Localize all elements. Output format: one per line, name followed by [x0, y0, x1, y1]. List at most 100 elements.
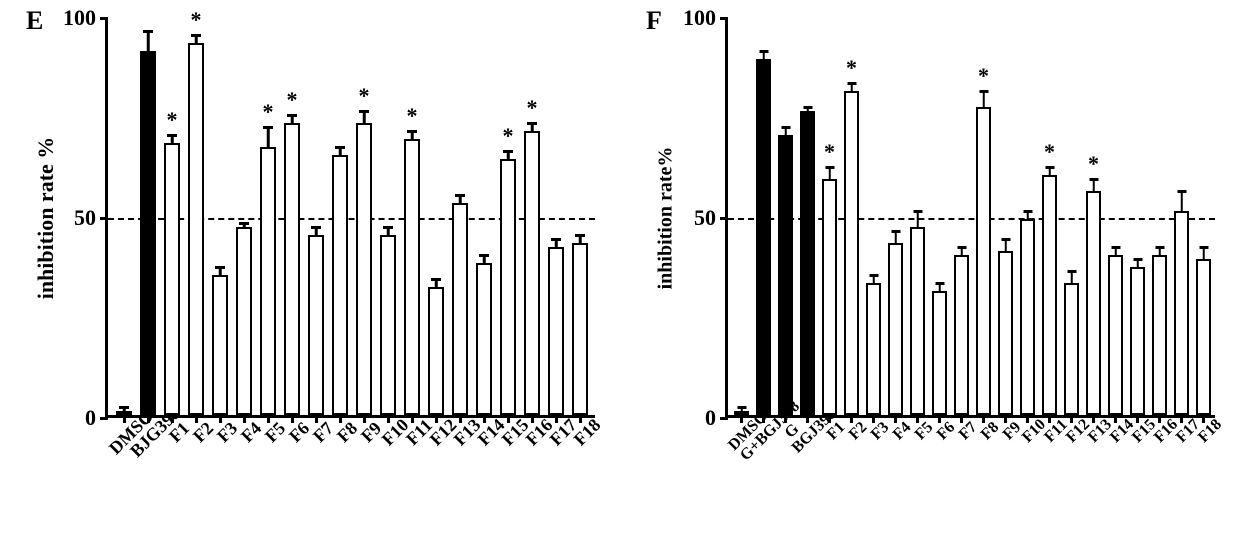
- x-tick-label: F5: [911, 419, 936, 444]
- x-tick: [1158, 415, 1161, 423]
- significance-star: *: [1088, 151, 1099, 177]
- error-bar: [866, 275, 881, 283]
- error-bar: [116, 407, 132, 411]
- significance-star: *: [407, 103, 418, 129]
- y-tick-label: 0: [85, 405, 96, 431]
- x-tick: [762, 415, 765, 423]
- bar: [888, 243, 903, 415]
- x-tick: [171, 415, 174, 423]
- error-bar: [404, 131, 420, 139]
- error-bar: [756, 51, 771, 59]
- bar: [260, 147, 276, 415]
- x-tick: [740, 415, 743, 423]
- bar: [1196, 259, 1211, 415]
- x-tick: [850, 415, 853, 423]
- x-tick: [1114, 415, 1117, 423]
- bar: [932, 291, 947, 415]
- plot-area: 050100inhibition rate%DMSOG+BGJ398GBGJ39…: [725, 18, 1215, 418]
- plot-area: 050100inhibition rate %DMSOBJG398*F1*F2F…: [105, 18, 595, 418]
- y-axis-title: inhibition rate%: [655, 147, 678, 290]
- x-tick: [195, 415, 198, 423]
- x-tick: [555, 415, 558, 423]
- bar: [548, 247, 564, 415]
- y-tick: [100, 17, 108, 20]
- error-bar: [778, 127, 793, 135]
- bar: [356, 123, 372, 415]
- bar: [1174, 211, 1189, 415]
- error-bar: [164, 135, 180, 143]
- y-tick: [100, 417, 108, 420]
- error-bar: [888, 231, 903, 243]
- y-tick-label: 50: [74, 205, 96, 231]
- x-tick: [1092, 415, 1095, 423]
- bar: [476, 263, 492, 415]
- x-tick-label: F6: [933, 419, 958, 444]
- error-bar: [910, 211, 925, 227]
- error-bar: [236, 223, 252, 227]
- bar: [428, 287, 444, 415]
- error-bar: [500, 151, 516, 159]
- x-tick: [123, 415, 126, 423]
- panel-F: F 050100inhibition rate%DMSOG+BGJ398GBGJ3…: [620, 0, 1240, 555]
- bar: [380, 235, 396, 415]
- significance-star: *: [167, 107, 178, 133]
- bar: [1020, 219, 1035, 415]
- y-tick-label: 0: [705, 405, 716, 431]
- significance-star: *: [824, 139, 835, 165]
- x-tick: [243, 415, 246, 423]
- bar: [976, 107, 991, 415]
- y-axis-title: inhibition rate %: [33, 137, 59, 300]
- y-tick-label: 50: [694, 205, 716, 231]
- significance-star: *: [527, 95, 538, 121]
- significance-star: *: [978, 63, 989, 89]
- error-bar: [932, 283, 947, 291]
- bar: [236, 227, 252, 415]
- error-bar: [1086, 179, 1101, 191]
- bar: [1086, 191, 1101, 415]
- error-bar: [734, 407, 749, 411]
- reference-line: [108, 218, 595, 220]
- error-bar: [260, 127, 276, 147]
- bar: [188, 43, 204, 415]
- error-bar: [1042, 167, 1057, 175]
- significance-star: *: [503, 123, 514, 149]
- bar: [308, 235, 324, 415]
- x-tick: [531, 415, 534, 423]
- x-tick: [894, 415, 897, 423]
- x-tick: [938, 415, 941, 423]
- bar: [822, 179, 837, 415]
- bar: [756, 59, 771, 415]
- x-tick-label: F8: [977, 419, 1002, 444]
- x-tick: [1026, 415, 1029, 423]
- x-tick: [339, 415, 342, 423]
- x-tick: [387, 415, 390, 423]
- x-tick-label: F18: [1194, 416, 1225, 447]
- bar: [1108, 255, 1123, 415]
- x-tick: [1070, 415, 1073, 423]
- x-tick: [1180, 415, 1183, 423]
- bar: [500, 159, 516, 415]
- x-tick: [315, 415, 318, 423]
- error-bar: [998, 239, 1013, 251]
- bar: [284, 123, 300, 415]
- error-bar: [188, 35, 204, 43]
- error-bar: [380, 227, 396, 235]
- error-bar: [844, 83, 859, 91]
- panel-letter: E: [26, 6, 43, 36]
- panel-letter: F: [646, 6, 662, 36]
- bar: [1152, 255, 1167, 415]
- x-tick: [1048, 415, 1051, 423]
- x-tick: [1136, 415, 1139, 423]
- x-tick: [1004, 415, 1007, 423]
- error-bar: [428, 279, 444, 287]
- x-tick: [363, 415, 366, 423]
- x-tick-label: F3: [867, 419, 892, 444]
- significance-star: *: [263, 99, 274, 125]
- significance-star: *: [1044, 139, 1055, 165]
- bar: [954, 255, 969, 415]
- x-tick: [784, 415, 787, 423]
- bar: [140, 51, 156, 415]
- error-bar: [140, 31, 156, 51]
- x-tick-label: F18: [570, 415, 605, 450]
- bar: [1064, 283, 1079, 415]
